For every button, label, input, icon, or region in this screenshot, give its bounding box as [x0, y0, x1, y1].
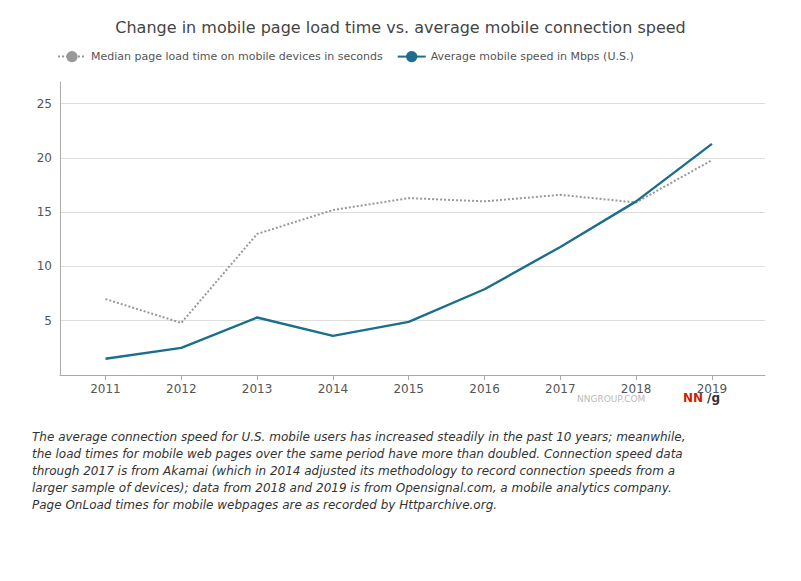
svg-text:through 2017 is from Akamai (w: through 2017 is from Akamai (which in 20…: [32, 464, 675, 478]
svg-text:Change in mobile page load tim: Change in mobile page load time vs. aver…: [115, 18, 685, 37]
svg-text:the load times for mobile web: the load times for mobile web pages over…: [32, 447, 683, 461]
svg-text:2016: 2016: [469, 382, 500, 396]
svg-text:Page OnLoad times for mobile w: Page OnLoad times for mobile webpages ar…: [32, 498, 497, 512]
svg-text:2017: 2017: [545, 382, 576, 396]
svg-text:2014: 2014: [318, 382, 349, 396]
svg-text:2012: 2012: [166, 382, 197, 396]
svg-text:2011: 2011: [90, 382, 121, 396]
svg-text:25: 25: [37, 97, 52, 111]
svg-text:2015: 2015: [393, 382, 424, 396]
svg-text:Median page load time on mobil: Median page load time on mobile devices …: [91, 50, 383, 63]
svg-text:20: 20: [37, 151, 52, 165]
svg-text:larger sample of devices); dat: larger sample of devices); data from 201…: [32, 481, 672, 495]
html-text:NN /g: NN /g: [683, 391, 720, 405]
svg-text:5: 5: [44, 314, 52, 328]
svg-text:10: 10: [37, 259, 52, 273]
svg-text:Average mobile speed in Mbps (: Average mobile speed in Mbps (U.S.): [431, 50, 634, 63]
svg-text:2019: 2019: [697, 382, 728, 396]
svg-text:The average connection speed f: The average connection speed for U.S. mo…: [32, 430, 685, 444]
svg-text:15: 15: [37, 205, 52, 219]
svg-text:2018: 2018: [621, 382, 652, 396]
svg-text:2013: 2013: [242, 382, 273, 396]
svg-text:NNGROUP.COM: NNGROUP.COM: [577, 393, 646, 404]
